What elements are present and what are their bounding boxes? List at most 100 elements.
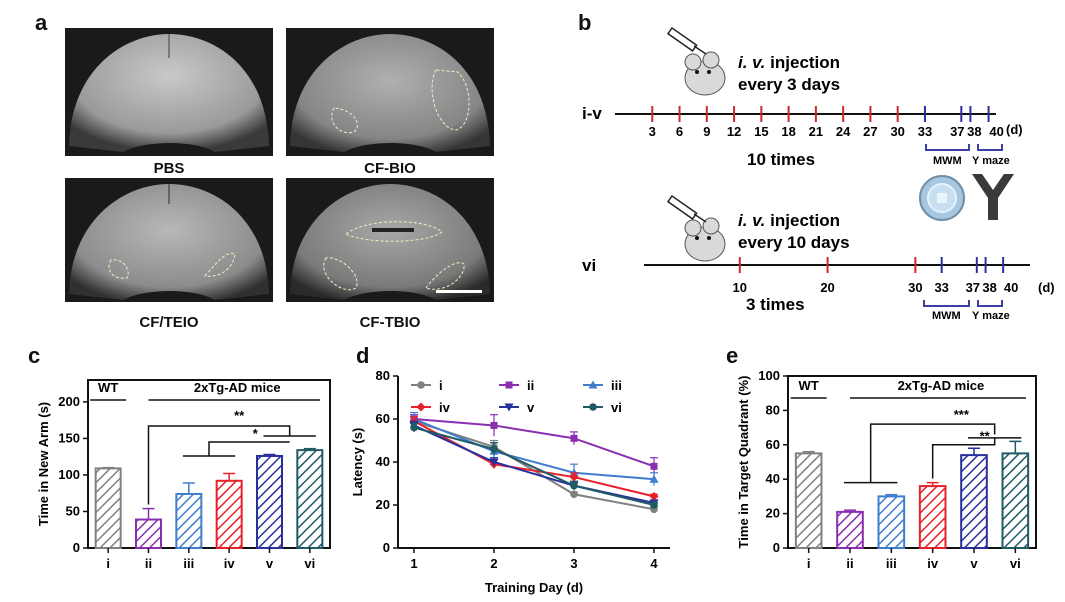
ymaze-label-2: Y maze: [972, 310, 1010, 322]
point-i: [570, 490, 578, 499]
y-tick-label: 0: [73, 540, 80, 555]
y-axis-label: Time in Target Quadrant (%): [736, 376, 751, 549]
timeline-tick-label: 6: [676, 124, 683, 139]
y-tick-label: 80: [376, 368, 390, 383]
ymaze-label-1: Y maze: [972, 155, 1010, 167]
x-tick-label: 1: [410, 556, 417, 571]
series-line-iii: [413, 418, 655, 481]
timeline-tick-label: 38: [967, 124, 981, 139]
brain-image-cf-teio: [65, 178, 273, 302]
point-iv: [569, 472, 579, 482]
x-tick-label: vi: [1010, 556, 1021, 571]
bar-ii: [836, 510, 864, 550]
frequency-text-1: every 3 days: [738, 75, 840, 94]
point-ii: [650, 462, 658, 470]
panel-c-letter: c: [28, 343, 41, 368]
group-label-2xtg: 2xTg-AD mice: [898, 378, 985, 393]
group-label-2xtg: 2xTg-AD mice: [194, 380, 281, 395]
legend-marker-i: [417, 381, 425, 389]
timeline-tick-label: 40: [989, 124, 1003, 139]
group-label-wt: WT: [799, 378, 819, 393]
series-line-v: [413, 424, 655, 504]
bar-iv: [215, 479, 243, 549]
bar-v: [255, 454, 284, 549]
timeline-tick-label: 24: [836, 124, 851, 139]
series-line-vi: [413, 426, 655, 506]
panel-e-letter: e: [726, 343, 739, 368]
y-axis-label: Latency (s): [350, 428, 365, 497]
sig-bracket-1: [869, 423, 996, 483]
timeline-tick-label: 9: [703, 124, 710, 139]
timeline-tick-label: 33: [934, 280, 948, 295]
group-label-wt: WT: [98, 380, 118, 395]
timeline-tick-label: 21: [809, 124, 823, 139]
y-tick-label: 200: [58, 394, 80, 409]
y-axis-label: Time in New Arm (s): [36, 402, 51, 526]
timeline-tick-label: 15: [754, 124, 768, 139]
y-tick-label: 60: [376, 411, 390, 426]
bar-ii: [134, 518, 163, 550]
timeline-tick-label: 40: [1004, 280, 1018, 295]
mouse-icon: [684, 51, 726, 96]
sig-bracket-2: [931, 437, 996, 479]
point-iv: [649, 491, 659, 501]
legend-label-v: v: [527, 400, 535, 415]
y-tick-label: 150: [58, 430, 80, 445]
timeline-tick-label: 10: [733, 280, 747, 295]
x-tick-label: ii: [846, 556, 853, 571]
scale-bar: [436, 290, 482, 293]
plot-frame: [787, 375, 1037, 549]
x-tick-label: vi: [304, 556, 315, 571]
brain-image-cf-tbio: [286, 178, 494, 302]
point-ii: [570, 434, 578, 442]
image-label-pbs: PBS: [153, 160, 185, 177]
image-label-cf-teio: CF/TEIO: [139, 314, 199, 331]
panel-b-letter: b: [578, 10, 592, 35]
image-label-cf-tbio: CF-TBIO: [359, 314, 421, 331]
timeline-tick-label: 12: [727, 124, 741, 139]
timeline-tick-label: 38: [982, 280, 996, 295]
y-tick-label: 80: [766, 402, 780, 417]
mouse-icon-2: [684, 217, 726, 262]
x-tick-label: v: [970, 556, 978, 571]
x-tick-label: 4: [650, 556, 658, 571]
bar-vi: [296, 449, 324, 549]
legend-marker-vi: [589, 403, 597, 411]
legend-label-iv: iv: [439, 400, 451, 415]
legend-marker-ii: [505, 381, 513, 389]
timeline-tick-label: 37: [950, 124, 964, 139]
sig-label-1: ***: [954, 407, 970, 422]
y-tick-label: 0: [383, 540, 390, 555]
legend-marker-iv: [416, 402, 426, 412]
timeline-schematic: i. v. injection every 3 days i-v 3 6 9 12 15…: [582, 26, 1055, 322]
x-axis-label: Training Day (d): [485, 580, 583, 595]
group-label-vi: vi: [582, 256, 596, 275]
y-tick-label: 40: [376, 454, 390, 469]
legend-marker-v: [504, 403, 514, 412]
y-tick-label: 50: [66, 503, 80, 518]
timeline-tick-label: 30: [890, 124, 904, 139]
point-iii: [649, 474, 659, 483]
point-vi: [570, 481, 578, 490]
timeline-tick-label: 20: [820, 280, 834, 295]
bar-vi: [1001, 452, 1030, 549]
brain-image-cf-bio: [286, 28, 494, 156]
chart-d-latency: 0 20 40 60 80 1 2 3 4 Training Day (d) Latency (s)…: [350, 368, 670, 595]
x-tick-label: iii: [886, 556, 897, 571]
sig-label-2: *: [253, 426, 259, 441]
x-tick-label: ii: [145, 556, 152, 571]
x-tick-label: iv: [927, 556, 939, 571]
point-vi: [410, 423, 418, 432]
bar-i: [794, 452, 823, 549]
y-tick-label: 40: [766, 471, 780, 486]
point-vi: [650, 501, 658, 509]
bar-iv: [918, 485, 947, 549]
x-tick-label: v: [266, 556, 274, 571]
x-tick-label: i: [106, 556, 110, 571]
x-tick-label: iii: [183, 556, 194, 571]
injection-text-1: i. v. injection: [738, 53, 840, 72]
timeline-tick-label: 27: [863, 124, 877, 139]
x-tick-label: i: [807, 556, 811, 571]
timeline-tick-label: 30: [908, 280, 922, 295]
plot-frame: [87, 379, 331, 549]
